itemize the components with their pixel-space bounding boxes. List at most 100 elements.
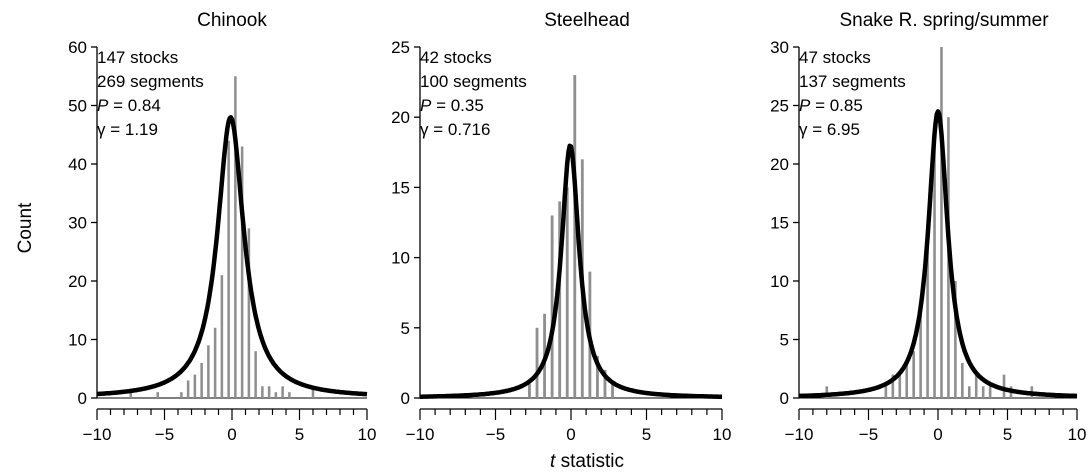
histogram-bar [288,392,291,398]
y-axis-label: Count [15,202,36,253]
fitted-curve [797,109,1079,399]
annotation-segments: 269 segments [97,72,204,91]
x-tick-label: −10 [83,425,112,444]
histogram-bar [207,345,210,398]
histogram-bar [961,362,964,398]
histogram-bar [156,392,160,398]
histogram-bar [193,374,197,398]
histogram-bar [274,392,278,398]
histogram-bar [528,383,531,398]
histogram-bar [912,351,915,398]
annotation-p-value: P = 0.85 [799,96,863,115]
histogram-bar [933,140,936,398]
annotation-gamma: γ = 6.95 [799,120,860,139]
annotation-segments: 137 segments [799,72,906,91]
histogram-bar [891,374,895,398]
x-tick-label: 10 [1068,425,1087,444]
histogram-bar [535,327,539,398]
y-tick-label: 10 [391,249,410,268]
y-tick-label: 20 [391,108,410,127]
y-tick-label: 20 [770,155,789,174]
histogram-bar [1002,374,1006,398]
histogram-bar [129,392,133,398]
y-tick-label: 15 [391,178,410,197]
panel-title: Steelhead [544,10,630,31]
annotation-p-value: P = 0.35 [420,96,484,115]
x-tick-label: −10 [406,425,435,444]
histogram-bar [227,140,230,398]
x-tick-label: 0 [566,425,575,444]
histogram-bar [558,201,562,398]
histogram-bar [311,386,315,398]
x-tick-label: 0 [227,425,236,444]
histogram-bar [905,362,909,398]
y-tick-label: 0 [78,389,87,408]
y-tick-label: 50 [68,97,87,116]
fitted-curve [419,143,723,399]
y-tick-label: 30 [68,214,87,233]
y-tick-label: 0 [401,389,410,408]
panel-steelhead: Steelhead 42 stocks 100 segments P = 0.3… [391,10,731,444]
histogram-bar [940,47,943,398]
histogram-bar [974,374,978,398]
x-axis-label: t statistic [550,451,624,472]
histogram-bar [919,304,922,398]
histogram-bar [573,75,577,398]
annotation-stocks: 147 stocks [97,48,178,67]
histogram-bar [234,76,237,398]
y-tick-label: 25 [770,97,789,116]
annotation-segments: 100 segments [420,72,527,91]
x-tick-label: 10 [358,425,377,444]
histogram-bar [186,380,190,398]
x-tick-label: 5 [295,425,304,444]
fitted-curve [95,115,369,397]
x-tick-label: −5 [486,425,505,444]
annotation-p-value: P = 0.84 [97,96,161,115]
y-tick-label: 10 [68,331,87,350]
annotation-stocks: 47 stocks [799,48,871,67]
histogram-bar [603,369,607,398]
x-tick-label: −5 [859,425,878,444]
y-tick-label: 10 [770,272,789,291]
histogram-bar [220,275,224,398]
histogram-bar [550,215,554,398]
histogram-bar [240,146,244,398]
y-tick-label: 5 [780,331,789,350]
histogram-bar [565,187,569,398]
panel-chinook: Chinook 147 stocks 269 segments P = 0.84… [68,10,376,444]
histogram-bar [247,228,251,398]
y-tick-label: 40 [68,155,87,174]
histogram-bar [926,222,929,398]
histogram-bar [898,374,902,398]
histogram-bar [967,386,971,398]
y-tick-label: 5 [401,319,410,338]
histogram-bar [180,392,183,398]
histogram-bar [884,386,888,398]
histogram-bar [281,386,284,398]
annotation-stocks: 42 stocks [420,48,492,67]
y-tick-label: 15 [770,214,789,233]
y-tick-label: 60 [68,38,87,57]
x-tick-label: −5 [155,425,174,444]
histogram-bar [213,327,217,398]
histogram-bar [254,351,257,398]
x-tick-label: 5 [642,425,651,444]
panel-title: Chinook [197,10,267,31]
histogram-bar [825,386,829,398]
panel-title: Snake R. spring/summer [839,10,1049,31]
histogram-bar [611,383,614,398]
histogram-bar [954,281,957,398]
histogram-bar [267,386,271,398]
histogram-bar [596,355,599,398]
y-tick-label: 25 [391,38,410,57]
panel-snake-river: Snake R. spring/summer 47 stocks 137 seg… [770,10,1086,444]
y-tick-label: 30 [770,38,789,57]
histogram-bar [200,362,203,398]
y-tick-label: 0 [780,389,789,408]
x-tick-label: −10 [785,425,814,444]
y-tick-label: 20 [68,272,87,291]
histogram-bar [988,386,992,398]
x-tick-label: 0 [933,425,942,444]
histogram-bar [981,386,985,398]
